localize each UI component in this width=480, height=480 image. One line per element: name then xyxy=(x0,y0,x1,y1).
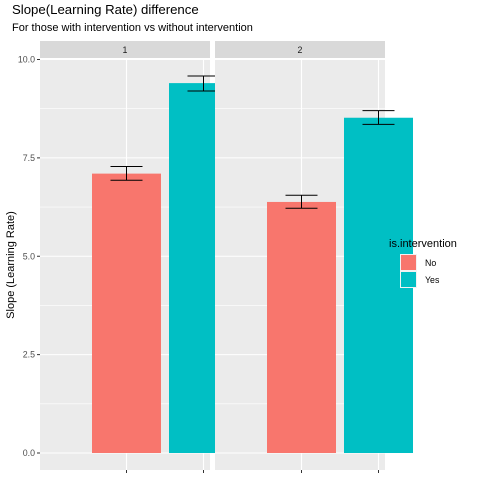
facet-strip-label: 1 xyxy=(123,45,128,55)
y-tick-label: 0.0 xyxy=(23,448,35,458)
facet-strip xyxy=(215,41,385,58)
facet-strip xyxy=(40,41,210,58)
y-axis-label: Slope (Learning Rate) xyxy=(5,211,17,319)
legend-swatch-no xyxy=(401,255,416,270)
legend-label-no: No xyxy=(425,258,436,268)
y-tick-label: 2.5 xyxy=(23,350,35,360)
chart-title: Slope(Learning Rate) difference xyxy=(12,2,199,17)
y-axis: 0.0 2.5 5.0 7.5 10.0 xyxy=(18,55,40,458)
bar-no xyxy=(267,201,336,453)
legend: is.intervention No Yes xyxy=(389,238,457,288)
chart-subtitle: For those with intervention vs without i… xyxy=(12,22,253,34)
facet-strip-label: 2 xyxy=(298,45,303,55)
legend-title: is.intervention xyxy=(389,238,457,250)
bar-no xyxy=(92,173,161,454)
y-tick-label: 7.5 xyxy=(23,153,35,163)
y-tick-label: 10.0 xyxy=(18,55,35,65)
y-tick-label: 5.0 xyxy=(23,251,35,261)
facet-panel-1: 1 xyxy=(40,41,238,473)
facet-panel-2: 2 xyxy=(215,41,413,473)
legend-swatch-yes xyxy=(401,272,416,287)
legend-label-yes: Yes xyxy=(425,275,440,285)
